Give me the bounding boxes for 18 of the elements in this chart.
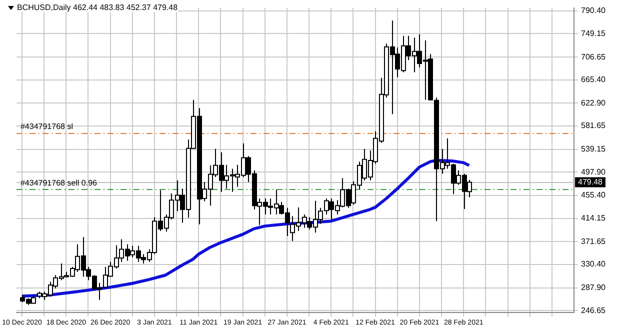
y-tick-label: 371.65 (581, 236, 606, 246)
y-tick-label: 414.15 (581, 213, 606, 222)
y-tick-label: 581.65 (581, 121, 606, 130)
y-tick-label: 287.90 (581, 283, 606, 292)
y-tick-label: 330.40 (581, 260, 606, 269)
y-tick-label: 749.15 (581, 28, 606, 38)
y-tick-label: 622.90 (581, 98, 606, 108)
ref-line-label: 479.48 (578, 177, 604, 186)
y-tick-label: 706.65 (581, 52, 606, 62)
chart-title: BCHUSD,Daily 462.44 483.83 452.37 479.48 (17, 3, 178, 12)
y-tick-label: 790.40 (581, 6, 606, 16)
ref-line-label: #434791768 sl (20, 122, 74, 132)
y-tick-label: 455.40 (581, 190, 606, 200)
y-tick-label: 497.90 (581, 167, 606, 176)
ref-line-label: #434791768 sell 0.96 (20, 178, 98, 188)
y-tick-label: 539.15 (581, 144, 606, 154)
y-tick-label: 665.40 (581, 74, 606, 84)
y-tick-label: 246.65 (581, 306, 606, 315)
